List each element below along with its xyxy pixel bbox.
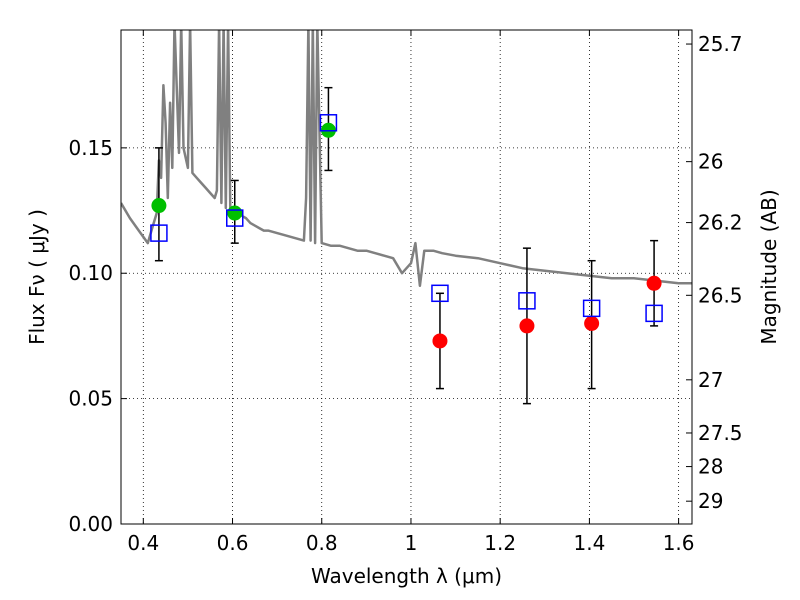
observed-point	[646, 275, 662, 291]
x-tick-label: 1.2	[484, 531, 516, 555]
axes-ticks: 0.4 0.6 0.8 1 1.2 1.4 1.6 0.00 0.05 0.10 0.15 25.7 2…	[68, 30, 743, 555]
x-tick-label: 0.6	[217, 531, 249, 555]
y-tick-label: 0.05	[68, 387, 113, 411]
plot-frame	[120, 29, 693, 525]
y-tick-label: 0.15	[68, 136, 113, 160]
observed-point	[227, 205, 243, 221]
model-photometry-point	[582, 299, 601, 318]
model-photometry-point	[226, 209, 244, 227]
y-tick-label: 0.10	[68, 261, 113, 285]
x-axis-label: Wavelength λ (μm)	[311, 564, 502, 588]
observed-point	[584, 315, 600, 331]
x-tick-label: 1.6	[663, 531, 695, 555]
y2-tick-label: 29	[698, 489, 723, 513]
observed-point	[151, 198, 167, 214]
y2-tick-label: 26.5	[698, 283, 743, 307]
y2-tick-label: 27.5	[698, 421, 743, 445]
y2-tick-label: 28	[698, 455, 723, 479]
model-photometry-point	[518, 292, 536, 310]
model-photometry-point	[150, 224, 168, 242]
x-tick-label: 0.4	[127, 531, 159, 555]
x-tick-label: 1	[405, 531, 418, 555]
model-photometry-point	[319, 114, 338, 132]
y2-tick-label: 25.7	[698, 32, 743, 56]
x-tick-label: 0.8	[306, 531, 338, 555]
x-tick-label: 1.4	[573, 531, 605, 555]
y-tick-label: 0.00	[68, 512, 113, 536]
model-sed-line	[121, 30, 692, 288]
y2-tick-label: 26	[698, 150, 723, 174]
observed-point	[432, 333, 448, 349]
model-photometry-point	[431, 284, 449, 303]
y2-tick-label: 26.2	[698, 211, 743, 235]
y-axis-label: Flux Fν ( μJy )	[25, 209, 49, 345]
model-photometry-point	[645, 304, 663, 323]
observed-point	[519, 318, 535, 334]
y2-axis-label: Magnitude (AB)	[757, 189, 781, 344]
data-layer	[121, 30, 692, 405]
y2-tick-label: 27	[698, 368, 723, 392]
